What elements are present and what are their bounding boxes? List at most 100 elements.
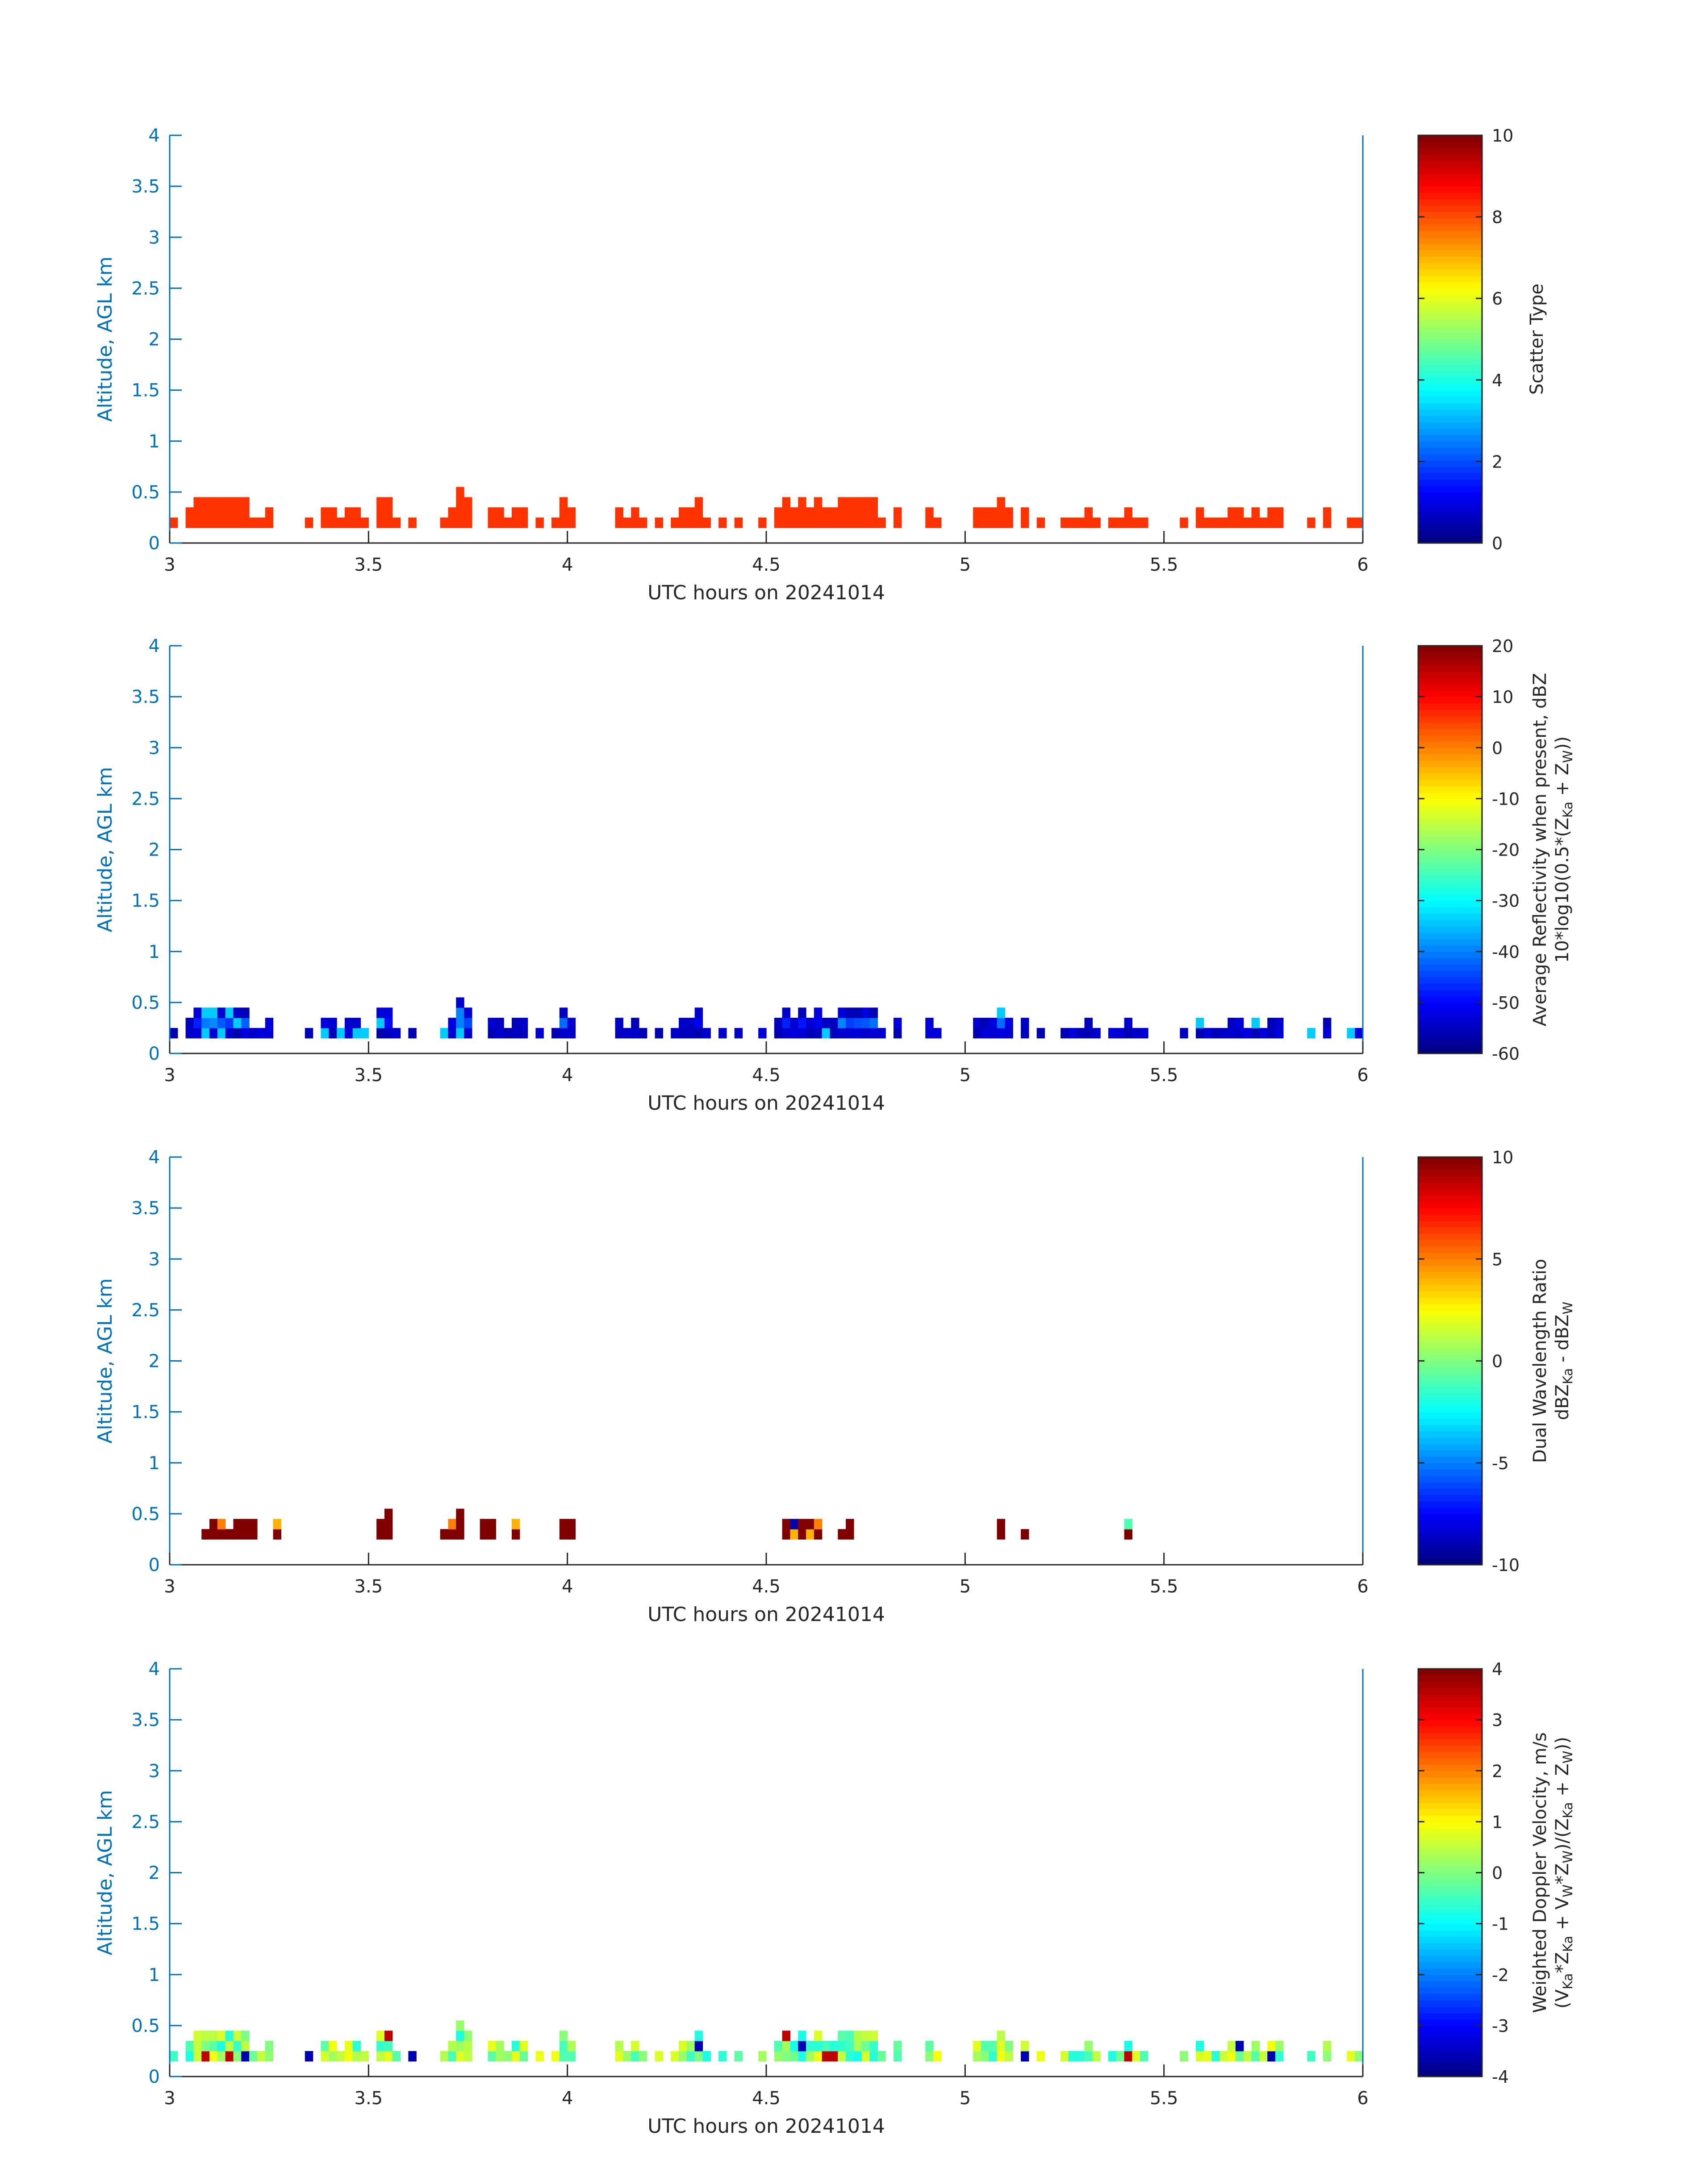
reflectivity-cell — [265, 1028, 274, 1039]
scatter-type-cell — [321, 507, 329, 518]
dwr-cell — [448, 1519, 456, 1529]
colorbar-swatch — [1418, 1380, 1482, 1387]
colorbar-tick-label: 0 — [1492, 738, 1503, 758]
scatter-type-cell — [305, 517, 313, 528]
y-tick-label: 1.5 — [131, 1914, 160, 1935]
dwr-cell — [480, 1529, 489, 1540]
colorbar-swatch — [1418, 352, 1482, 359]
dwr-cell — [384, 1508, 393, 1519]
y-tick-label: 0 — [149, 533, 160, 554]
colorbar-swatch — [1418, 1669, 1482, 1676]
scatter-type-cell — [1323, 517, 1332, 528]
doppler-velocity-cell — [774, 2051, 783, 2062]
doppler-velocity-cell — [225, 2041, 234, 2052]
colorbar-swatch — [1418, 1520, 1482, 1527]
doppler-velocity-cell — [511, 2051, 520, 2062]
colorbar-swatch — [1418, 479, 1482, 486]
colorbar-swatch — [1418, 1157, 1482, 1164]
x-tick-label: 5.5 — [1150, 1065, 1178, 1086]
colorbar-swatch — [1418, 658, 1482, 665]
colorbar-tick-label: 3 — [1492, 1710, 1503, 1730]
colorbar-tick-label: -5 — [1492, 1454, 1509, 1473]
scatter-type-cell — [225, 517, 234, 528]
colorbar-swatch — [1418, 447, 1482, 455]
colorbar-swatch — [1418, 1943, 1482, 1950]
colorbar-swatch — [1418, 1526, 1482, 1534]
doppler-velocity-cell — [233, 2041, 242, 2052]
scatter-type-cell — [209, 507, 218, 518]
x-axis-label: UTC hours on 20241014 — [647, 2115, 885, 2138]
doppler-velocity-cell — [798, 2031, 806, 2041]
colorbar-swatch — [1418, 1720, 1482, 1727]
doppler-velocity-cell — [1228, 2041, 1236, 2052]
y-tick-label: 3 — [149, 738, 160, 758]
doppler-velocity-cell — [702, 2051, 711, 2062]
reflectivity-cell — [694, 1018, 703, 1028]
doppler-velocity-cell — [853, 2051, 862, 2062]
doppler-velocity-cell — [241, 2051, 250, 2062]
colorbar-swatch — [1418, 320, 1482, 327]
colorbar-swatch — [1418, 703, 1482, 710]
y-axis-label: Altitude, AGL km — [94, 1278, 117, 1443]
reflectivity-cell — [559, 1028, 568, 1039]
reflectivity-cell — [806, 1018, 814, 1028]
panel-1: 0 0.5 1 1.5 2 2.5 3 3.5 4 3 3.5 4 4.5 5 5.5 6 UTC hours … — [94, 125, 1547, 604]
reflectivity-cell — [973, 1028, 981, 1039]
reflectivity-cell — [838, 1028, 846, 1039]
colorbar-tick-label: -10 — [1492, 1555, 1520, 1575]
scatter-type-cell — [1275, 507, 1284, 518]
y-tick-label: 0.5 — [131, 2016, 160, 2036]
reflectivity-cell — [352, 1028, 361, 1039]
colorbar-swatch — [1418, 409, 1482, 416]
scatter-type-cell — [838, 497, 846, 508]
doppler-velocity-cell — [1355, 2051, 1363, 2062]
reflectivity-cell — [217, 1018, 226, 1028]
reflectivity-cell — [448, 1018, 456, 1028]
scatter-type-cell — [686, 517, 695, 528]
reflectivity-cell — [519, 1018, 528, 1028]
doppler-velocity-cell — [249, 2051, 258, 2062]
scatter-type-cell — [1180, 517, 1188, 528]
colorbar-swatch — [1418, 1987, 1482, 1994]
colorbar-label: Dual Wavelength Ratio — [1530, 1259, 1550, 1463]
colorbar-swatch — [1418, 900, 1482, 907]
colorbar-swatch — [1418, 652, 1482, 659]
colorbar-formula: dBZKa - dBZW — [1552, 1302, 1575, 1420]
doppler-velocity-cell — [790, 2051, 798, 2062]
reflectivity-cell — [814, 1028, 823, 1039]
colorbar-swatch — [1418, 339, 1482, 346]
dwr-cell — [376, 1519, 385, 1529]
colorbar: -60 -50 -40 -30 -20 -10 0 10 20 Average Reflectiv… — [1417, 636, 1575, 1064]
colorbar-swatch — [1418, 779, 1482, 786]
scatter-type-cell — [1228, 517, 1236, 528]
reflectivity-cell — [702, 1028, 711, 1039]
reflectivity-cell — [1228, 1018, 1236, 1028]
scatter-type-cell — [846, 517, 854, 528]
doppler-velocity-cell — [1228, 2051, 1236, 2062]
reflectivity-cell — [1036, 1028, 1045, 1039]
doppler-velocity-cell — [464, 2051, 472, 2062]
reflectivity-cell — [360, 1028, 369, 1039]
colorbar-swatch — [1418, 485, 1482, 493]
x-tick-label: 5.5 — [1150, 2088, 1178, 2109]
colorbar-swatch — [1418, 875, 1482, 882]
colorbar-swatch — [1418, 1189, 1482, 1196]
colorbar-swatch — [1418, 1047, 1482, 1054]
colorbar-swatch — [1418, 1853, 1482, 1860]
colorbar-swatch — [1418, 1783, 1482, 1790]
doppler-velocity-cell — [384, 2041, 393, 2052]
reflectivity-cell — [623, 1028, 631, 1039]
reflectivity-cell — [1132, 1028, 1140, 1039]
doppler-velocity-cell — [185, 2041, 194, 2052]
colorbar-swatch — [1418, 1885, 1482, 1893]
colorbar-swatch — [1418, 722, 1482, 729]
scatter-type-cell — [1251, 517, 1260, 528]
reflectivity-cell — [822, 1018, 831, 1028]
doppler-velocity-cell — [679, 2041, 687, 2052]
reflectivity-cell — [185, 1018, 194, 1028]
scatter-type-cell — [535, 517, 544, 528]
scatter-type-cell — [265, 517, 274, 528]
colorbar-swatch — [1418, 377, 1482, 384]
doppler-velocity-cell — [360, 2051, 369, 2062]
colorbar-swatch — [1418, 415, 1482, 422]
